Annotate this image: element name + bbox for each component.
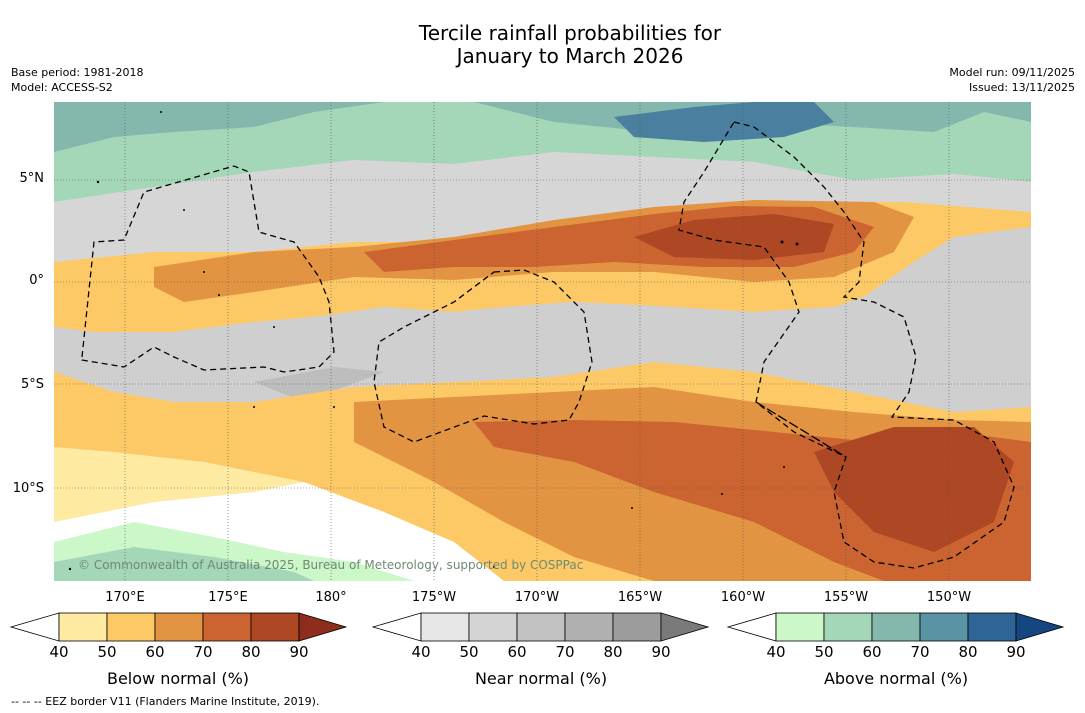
map-svg — [54, 102, 1031, 581]
colorbar-near-tick: 90 — [651, 643, 671, 661]
colorbar-below-segment — [106, 612, 156, 642]
colorbar-title-near: Near normal (%) — [474, 669, 608, 688]
colorbar-near-tick: 50 — [459, 643, 479, 661]
above-band-north-80 — [614, 102, 834, 142]
colorbar-near-tick: 40 — [411, 643, 431, 661]
colorbar-above-segment — [823, 612, 873, 642]
colorbar-near-extend-high — [660, 612, 710, 642]
lon-label-155w: 155°W — [823, 590, 869, 605]
colorbar-above-tick: 90 — [1006, 643, 1026, 661]
below-band-south-90 — [814, 427, 1014, 552]
colorbar-above-tick: 80 — [958, 643, 978, 661]
colorbar-below-tick: 70 — [193, 643, 213, 661]
colorbar-below-segment — [154, 612, 204, 642]
title-line-2: January to March 2026 — [456, 44, 684, 68]
colorbar-near-segment — [612, 612, 662, 642]
islands — [68, 111, 799, 571]
lon-label-175e: 175°E — [208, 590, 248, 605]
meta-left: Base period: 1981-2018 Model: ACCESS-S2 — [11, 65, 143, 95]
colorbar-below-tick: 80 — [241, 643, 261, 661]
eez-segment — [755, 401, 847, 458]
lon-label-160w: 160°W — [720, 590, 766, 605]
lon-label-170w: 170°W — [514, 590, 560, 605]
colorbar-above-tick: 70 — [910, 643, 930, 661]
colorbar-below-extend-high — [298, 612, 348, 642]
copyright-notice: © Commonwealth of Australia 2025, Bureau… — [78, 558, 584, 572]
lon-label-175w: 175°W — [411, 590, 457, 605]
lon-label-170e: 170°E — [105, 590, 145, 605]
colorbar-near-tick: 60 — [507, 643, 527, 661]
colorbar-above-extend-low — [726, 612, 777, 642]
colorbar-below-segments — [9, 612, 348, 642]
colorbar-near-tick: 80 — [603, 643, 623, 661]
eez-footnote: -- -- -- EEZ border V11 (Flanders Marine… — [11, 695, 320, 708]
eez-borders — [81, 121, 1015, 569]
colorbar-near-segment — [420, 612, 470, 642]
colorbar-above-segments — [726, 612, 1065, 642]
above-band-south-60 — [54, 547, 314, 581]
lon-label-150w: 150°W — [926, 590, 972, 605]
colorbar-near-segment — [564, 612, 614, 642]
base-period: Base period: 1981-2018 — [11, 66, 144, 79]
lat-label-5s: 5°S — [20, 377, 44, 392]
title-line-1: Tercile rainfall probabilities for — [418, 21, 722, 45]
colorbar-above — [726, 612, 1065, 642]
colorbar-below-segment — [250, 612, 300, 642]
colorbar-below-tick: 40 — [49, 643, 69, 661]
colorbar-below-tick: 60 — [145, 643, 165, 661]
colorbar-near-segment — [516, 612, 566, 642]
colorbar-near-extend-low — [371, 612, 422, 642]
below-band-central-90 — [634, 214, 834, 260]
colorbar-near — [371, 612, 710, 642]
colorbar-near-tick: 70 — [555, 643, 575, 661]
colorbar-title-above: Above normal (%) — [823, 669, 969, 688]
probability-map — [54, 102, 1031, 581]
near-band-north — [54, 152, 1031, 262]
colorbar-above-tick: 50 — [814, 643, 834, 661]
lat-label-5n: 5°N — [19, 171, 45, 186]
colorbar-below-tick: 50 — [97, 643, 117, 661]
lon-label-180: 180° — [315, 590, 347, 605]
colorbar-title-below: Below normal (%) — [106, 669, 250, 688]
colorbar-below-extend-low — [9, 612, 60, 642]
colorbar-near-segment — [468, 612, 518, 642]
colorbar-above-tick: 60 — [862, 643, 882, 661]
lat-label-0: 0° — [29, 273, 44, 288]
colorbar-above-segment — [919, 612, 969, 642]
gridlines — [54, 102, 1031, 581]
issued-date: Issued: 13/11/2025 — [968, 81, 1075, 94]
colorbar-below-segment — [202, 612, 252, 642]
near-band-middle-70 — [254, 367, 384, 402]
colorbar-above-extend-high — [1015, 612, 1065, 642]
lat-label-10s: 10°S — [12, 481, 44, 496]
colorbar-above-segment — [775, 612, 825, 642]
below-band-south-50 — [54, 447, 304, 522]
model-name: Model: ACCESS-S2 — [11, 81, 113, 94]
colorbar-above-tick: 40 — [766, 643, 786, 661]
colorbar-above-segment — [871, 612, 921, 642]
colorbar-below-tick: 90 — [289, 643, 309, 661]
lon-label-165w: 165°W — [617, 590, 663, 605]
near-band-middle — [54, 227, 1031, 412]
colorbar-near-segments — [371, 612, 710, 642]
colorbar-below-segment — [58, 612, 108, 642]
colorbar-below — [9, 612, 348, 642]
chart-title: Tercile rainfall probabilities for Janua… — [0, 22, 1085, 68]
model-run: Model run: 09/11/2025 — [949, 66, 1075, 79]
colorbar-above-segment — [967, 612, 1017, 642]
meta-right: Model run: 09/11/2025 Issued: 13/11/2025 — [949, 65, 1075, 95]
